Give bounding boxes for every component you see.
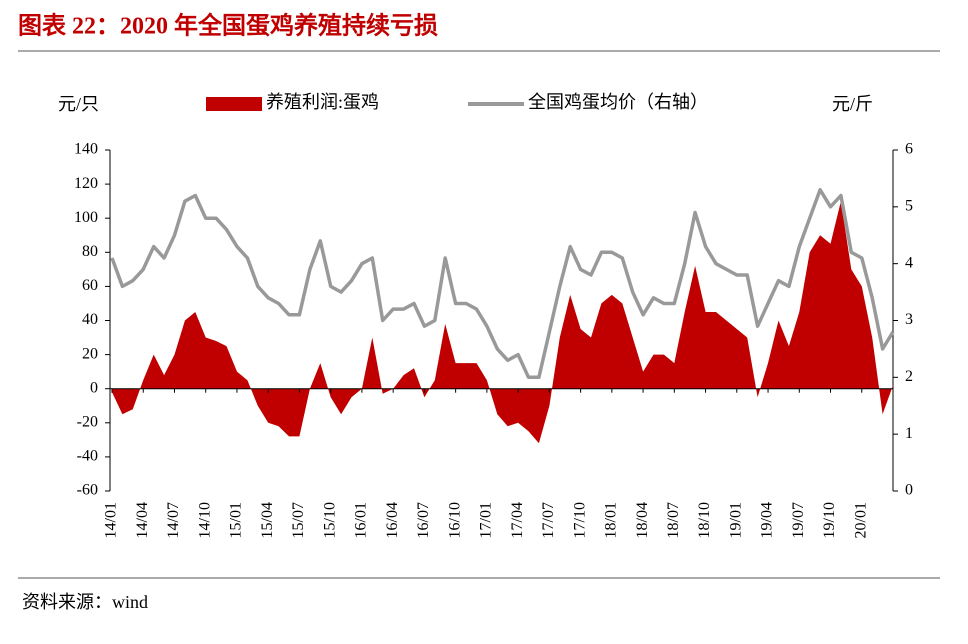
price-line bbox=[110, 188, 895, 380]
y-tick-label: -40 bbox=[77, 448, 98, 465]
y-tick-label: 0 bbox=[90, 379, 98, 396]
y-tick-label: -60 bbox=[77, 482, 98, 499]
y2-tick-label: 5 bbox=[905, 198, 913, 215]
y2-tick-label: 6 bbox=[905, 141, 913, 158]
x-tick-label: 17/04 bbox=[509, 502, 526, 538]
x-tick-label: 16/07 bbox=[415, 502, 432, 538]
x-tick-label: 17/10 bbox=[571, 502, 588, 538]
x-tick-label: 18/01 bbox=[603, 502, 620, 538]
x-tick-label: 18/07 bbox=[665, 502, 682, 538]
y-tick-label: 100 bbox=[74, 209, 98, 226]
y-tick-label: 120 bbox=[74, 175, 98, 192]
chart-title: 图表 22：2020 年全国蛋鸡养殖持续亏损 bbox=[18, 12, 438, 40]
profit-area bbox=[112, 201, 893, 444]
x-tick-label: 14/01 bbox=[103, 502, 120, 538]
legend-swatch bbox=[206, 97, 262, 111]
y-tick-label: 20 bbox=[82, 345, 98, 362]
x-tick-label: 14/04 bbox=[134, 502, 151, 538]
x-tick-label: 19/04 bbox=[759, 502, 776, 538]
x-tick-label: 17/01 bbox=[478, 502, 495, 538]
x-tick-label: 15/01 bbox=[228, 502, 245, 538]
y2-tick-label: 3 bbox=[905, 311, 913, 328]
y2-axis-label: 元/斤 bbox=[832, 94, 873, 114]
x-tick-label: 19/07 bbox=[790, 502, 807, 538]
x-tick-label: 15/04 bbox=[259, 502, 276, 538]
x-tick-label: 16/10 bbox=[446, 502, 463, 538]
y-tick-label: -20 bbox=[77, 413, 98, 430]
y2-tick-label: 4 bbox=[905, 254, 913, 271]
x-tick-label: 20/01 bbox=[852, 502, 869, 538]
x-tick-label: 15/10 bbox=[321, 502, 338, 538]
legend-label: 养殖利润:蛋鸡 bbox=[266, 91, 379, 112]
y2-tick-label: 0 bbox=[905, 482, 913, 499]
source: 资料来源：wind bbox=[22, 592, 148, 612]
y2-tick-label: 1 bbox=[905, 425, 913, 442]
y-tick-label: 140 bbox=[74, 141, 98, 158]
x-tick-label: 16/04 bbox=[384, 502, 401, 538]
x-tick-label: 17/07 bbox=[540, 502, 557, 538]
y-tick-label: 40 bbox=[82, 311, 98, 328]
legend-label: 全国鸡蛋均价（右轴） bbox=[528, 92, 708, 112]
y2-tick-label: 2 bbox=[905, 368, 913, 385]
x-tick-label: 14/10 bbox=[196, 502, 213, 538]
x-tick-label: 18/10 bbox=[696, 502, 713, 538]
x-tick-label: 16/01 bbox=[353, 502, 370, 538]
x-tick-label: 19/10 bbox=[821, 502, 838, 538]
x-tick-label: 19/01 bbox=[727, 502, 744, 538]
x-tick-label: 18/04 bbox=[634, 502, 651, 538]
y-tick-label: 80 bbox=[82, 243, 98, 260]
x-tick-label: 14/07 bbox=[165, 502, 182, 538]
y-axis-label: 元/只 bbox=[58, 94, 99, 114]
y-tick-label: 60 bbox=[82, 277, 98, 294]
x-tick-label: 15/07 bbox=[290, 502, 307, 538]
